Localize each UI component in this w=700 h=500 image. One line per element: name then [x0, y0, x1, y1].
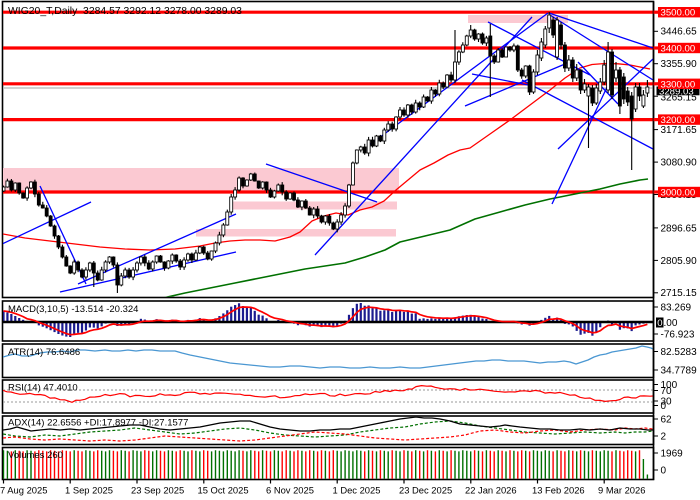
svg-text:13 Feb 2026: 13 Feb 2026	[532, 485, 585, 496]
svg-text:1969: 1969	[661, 448, 684, 459]
svg-text:0: 0	[657, 318, 662, 329]
svg-text:30: 30	[661, 396, 673, 407]
svg-text:15 Oct 2025: 15 Oct 2025	[198, 485, 249, 496]
svg-text:3289.03: 3289.03	[659, 86, 694, 97]
svg-text:70: 70	[661, 386, 673, 397]
svg-text:3171.65: 3171.65	[661, 125, 698, 136]
svg-text:3000.00: 3000.00	[661, 188, 696, 199]
svg-text:ATR(14) 76.6486: ATR(14) 76.6486	[8, 347, 80, 358]
svg-text:MACD(3,10,5) -13.514 -20.324: MACD(3,10,5) -13.514 -20.324	[8, 304, 138, 315]
svg-text:Volumes 260: Volumes 260	[8, 450, 63, 461]
svg-text:7 Aug 2025: 7 Aug 2025	[0, 485, 47, 496]
svg-text:3400.00: 3400.00	[661, 44, 696, 55]
svg-text:62: 62	[661, 414, 673, 425]
svg-text:0: 0	[661, 401, 667, 412]
svg-text:0: 0	[661, 465, 667, 476]
svg-text:23 Sep 2025: 23 Sep 2025	[131, 485, 184, 496]
svg-text:2896.65: 2896.65	[661, 223, 698, 234]
svg-text:3080.90: 3080.90	[661, 158, 698, 169]
svg-text:1 Sep 2025: 1 Sep 2025	[65, 485, 113, 496]
svg-text:3500.00: 3500.00	[661, 8, 696, 19]
svg-text:3446.65: 3446.65	[661, 27, 698, 38]
svg-text:23 Dec 2025: 23 Dec 2025	[399, 485, 452, 496]
svg-text:22 Jan 2026: 22 Jan 2026	[465, 485, 517, 496]
svg-text:2: 2	[661, 431, 667, 442]
svg-text:9 Mar 2026: 9 Mar 2026	[598, 485, 645, 496]
svg-text:82.5283: 82.5283	[661, 347, 698, 358]
svg-text:2805.90: 2805.90	[661, 256, 698, 267]
svg-text:1 Dec 2025: 1 Dec 2025	[333, 485, 381, 496]
svg-text:83.269: 83.269	[661, 302, 692, 313]
svg-text:-76.923: -76.923	[661, 329, 695, 340]
svg-text:3200.00: 3200.00	[661, 115, 696, 126]
svg-text:2715.15: 2715.15	[661, 288, 698, 299]
svg-text:WIG20_T,Daily 3284.57 3292.12: WIG20_T,Daily 3284.57 3292.12 3278.00 32…	[8, 6, 242, 17]
svg-text:6 Nov 2025: 6 Nov 2025	[266, 485, 314, 496]
svg-text:34.7789: 34.7789	[661, 365, 698, 376]
svg-text:100: 100	[661, 380, 678, 391]
svg-text:RSI(14) 47.4010: RSI(14) 47.4010	[8, 383, 78, 394]
svg-text:3355.90: 3355.90	[661, 59, 698, 70]
svg-text:ADX(14) 22.6556 +DI:17.8977 -D: ADX(14) 22.6556 +DI:17.8977 -DI:27.1577	[8, 417, 188, 428]
svg-text:3265.15: 3265.15	[661, 93, 698, 104]
svg-text:.00: .00	[664, 318, 678, 329]
svg-text:3300.00: 3300.00	[661, 79, 696, 90]
